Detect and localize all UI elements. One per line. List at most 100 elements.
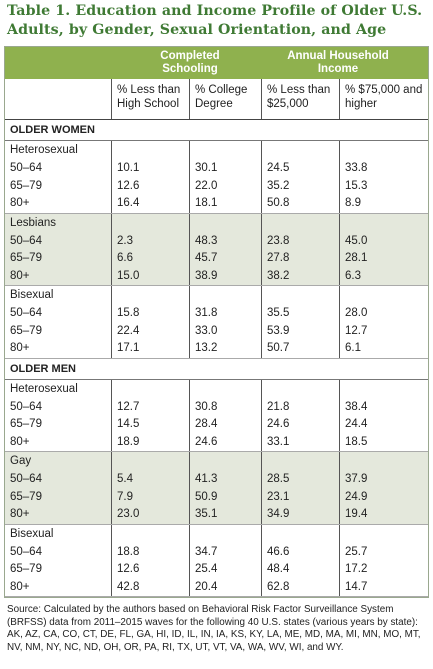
table-row: 65–79 7.9 50.9 23.1 24.9 [5,488,428,506]
column-header: % College Degree [189,79,261,119]
value-cell: 15.8 [111,305,189,323]
empty-cell [111,524,189,544]
value-cell: 17.2 [339,561,428,579]
table-row: 80+ 17.1 13.2 50.7 6.1 [5,340,428,358]
age-label: 80+ [10,508,30,520]
value-cell: 30.1 [189,160,261,178]
column-header-row: % Less than High School % College Degree… [5,79,428,120]
value-cell: 14.5 [111,416,189,434]
group-header-income: Annual Household Income [287,50,389,75]
value-cell: 35.5 [261,305,339,323]
age-label: 50–64 [10,545,42,558]
table-row: 80+ 15.0 38.9 38.2 6.3 [5,267,428,285]
empty-cell [261,213,339,233]
value-cell: 24.5 [261,160,339,178]
value-cell: 22.4 [111,322,189,340]
value-cell: 33.0 [189,322,261,340]
table-row: 80+ 23.0 35.1 34.9 19.4 [5,506,428,524]
age-label: 50–64 [10,307,42,319]
empty-cell [339,452,428,471]
row-group: Bisexual 50–64 15.8 31.8 35.5 28.0 65–79 22.4 33… [5,286,428,359]
value-cell: 19.4 [339,506,428,524]
group-label: Heterosexual [10,144,78,156]
value-cell: 6.1 [339,340,428,358]
value-cell: 24.4 [339,416,428,434]
value-cell: 53.9 [261,322,339,340]
age-label: 50–64 [10,400,42,413]
column-header-blank [5,79,111,119]
value-cell: 13.2 [189,340,261,358]
age-label: 65–79 [10,418,42,430]
value-cell: 14.7 [339,578,428,596]
empty-cell [261,141,339,160]
row-group: Heterosexual 50–64 10.1 30.1 24.5 33.8 65–79 12… [5,141,428,214]
value-cell: 62.8 [261,578,339,596]
table-title: Table 1. Education and Income Profile of… [7,3,423,38]
value-cell: 23.8 [261,232,339,250]
group-label: Heterosexual [10,382,78,395]
value-cell: 37.9 [339,471,428,489]
value-cell: 31.8 [189,305,261,323]
group-label-row: Bisexual [5,286,428,305]
empty-cell [261,379,339,399]
value-cell: 6.3 [339,267,428,285]
value-cell: 16.4 [111,195,189,213]
column-header: % Less than High School [111,79,189,119]
value-cell: 35.1 [189,506,261,524]
row-group: Bisexual 50–64 18.8 34.7 46.6 25.7 65–79 12.6 25… [5,524,428,597]
column-header: % $75,000 and higher [339,79,428,119]
value-cell: 41.3 [189,471,261,489]
age-label: 50–64 [10,162,42,174]
age-label: 65–79 [10,563,42,575]
group-header-schooling: Completed Schooling [160,50,220,75]
empty-cell [339,141,428,160]
table-body: OLDER WOMEN Heterosexual 50–64 10.1 30.1 24.5… [5,120,428,597]
empty-cell [111,452,189,471]
age-label: 80+ [10,435,30,448]
value-cell: 23.0 [111,506,189,524]
value-cell: 46.6 [261,543,339,561]
value-cell: 6.6 [111,250,189,268]
group-label-row: Gay [5,452,428,471]
value-cell: 50.9 [189,488,261,506]
value-cell: 50.7 [261,340,339,358]
age-label: 50–64 [10,234,42,247]
value-cell: 12.7 [339,322,428,340]
column-header: % Less than $25,000 [261,79,339,119]
table-row: 65–79 22.4 33.0 53.9 12.7 [5,322,428,340]
value-cell: 12.6 [111,177,189,195]
empty-cell [111,141,189,160]
value-cell: 34.7 [189,543,261,561]
age-label: 65–79 [10,324,42,337]
value-cell: 38.9 [189,267,261,285]
section-header: OLDER WOMEN [5,120,428,141]
table-row: 50–64 12.7 30.8 21.8 38.4 [5,398,428,416]
group-label: Lesbians [10,216,57,229]
empty-cell [111,213,189,233]
group-label-row: Bisexual [5,524,428,544]
empty-cell [261,286,339,305]
group-label-row: Heterosexual [5,379,428,399]
value-cell: 24.9 [339,488,428,506]
age-label: 50–64 [10,473,42,485]
value-cell: 25.7 [339,543,428,561]
value-cell: 34.9 [261,506,339,524]
empty-cell [189,213,261,233]
empty-cell [339,286,428,305]
empty-cell [261,452,339,471]
table-row: 65–79 6.6 45.7 27.8 28.1 [5,250,428,268]
table-row: 50–64 10.1 30.1 24.5 33.8 [5,160,428,178]
table-row: 65–79 12.6 22.0 35.2 15.3 [5,177,428,195]
empty-cell [189,452,261,471]
group-label: Bisexual [10,527,54,540]
empty-cell [189,286,261,305]
value-cell: 33.8 [339,160,428,178]
value-cell: 8.9 [339,195,428,213]
value-cell: 35.2 [261,177,339,195]
value-cell: 2.3 [111,232,189,250]
value-cell: 38.2 [261,267,339,285]
value-cell: 48.3 [189,232,261,250]
empty-cell [111,379,189,399]
table-row: 50–64 5.4 41.3 28.5 37.9 [5,471,428,489]
value-cell: 28.5 [261,471,339,489]
